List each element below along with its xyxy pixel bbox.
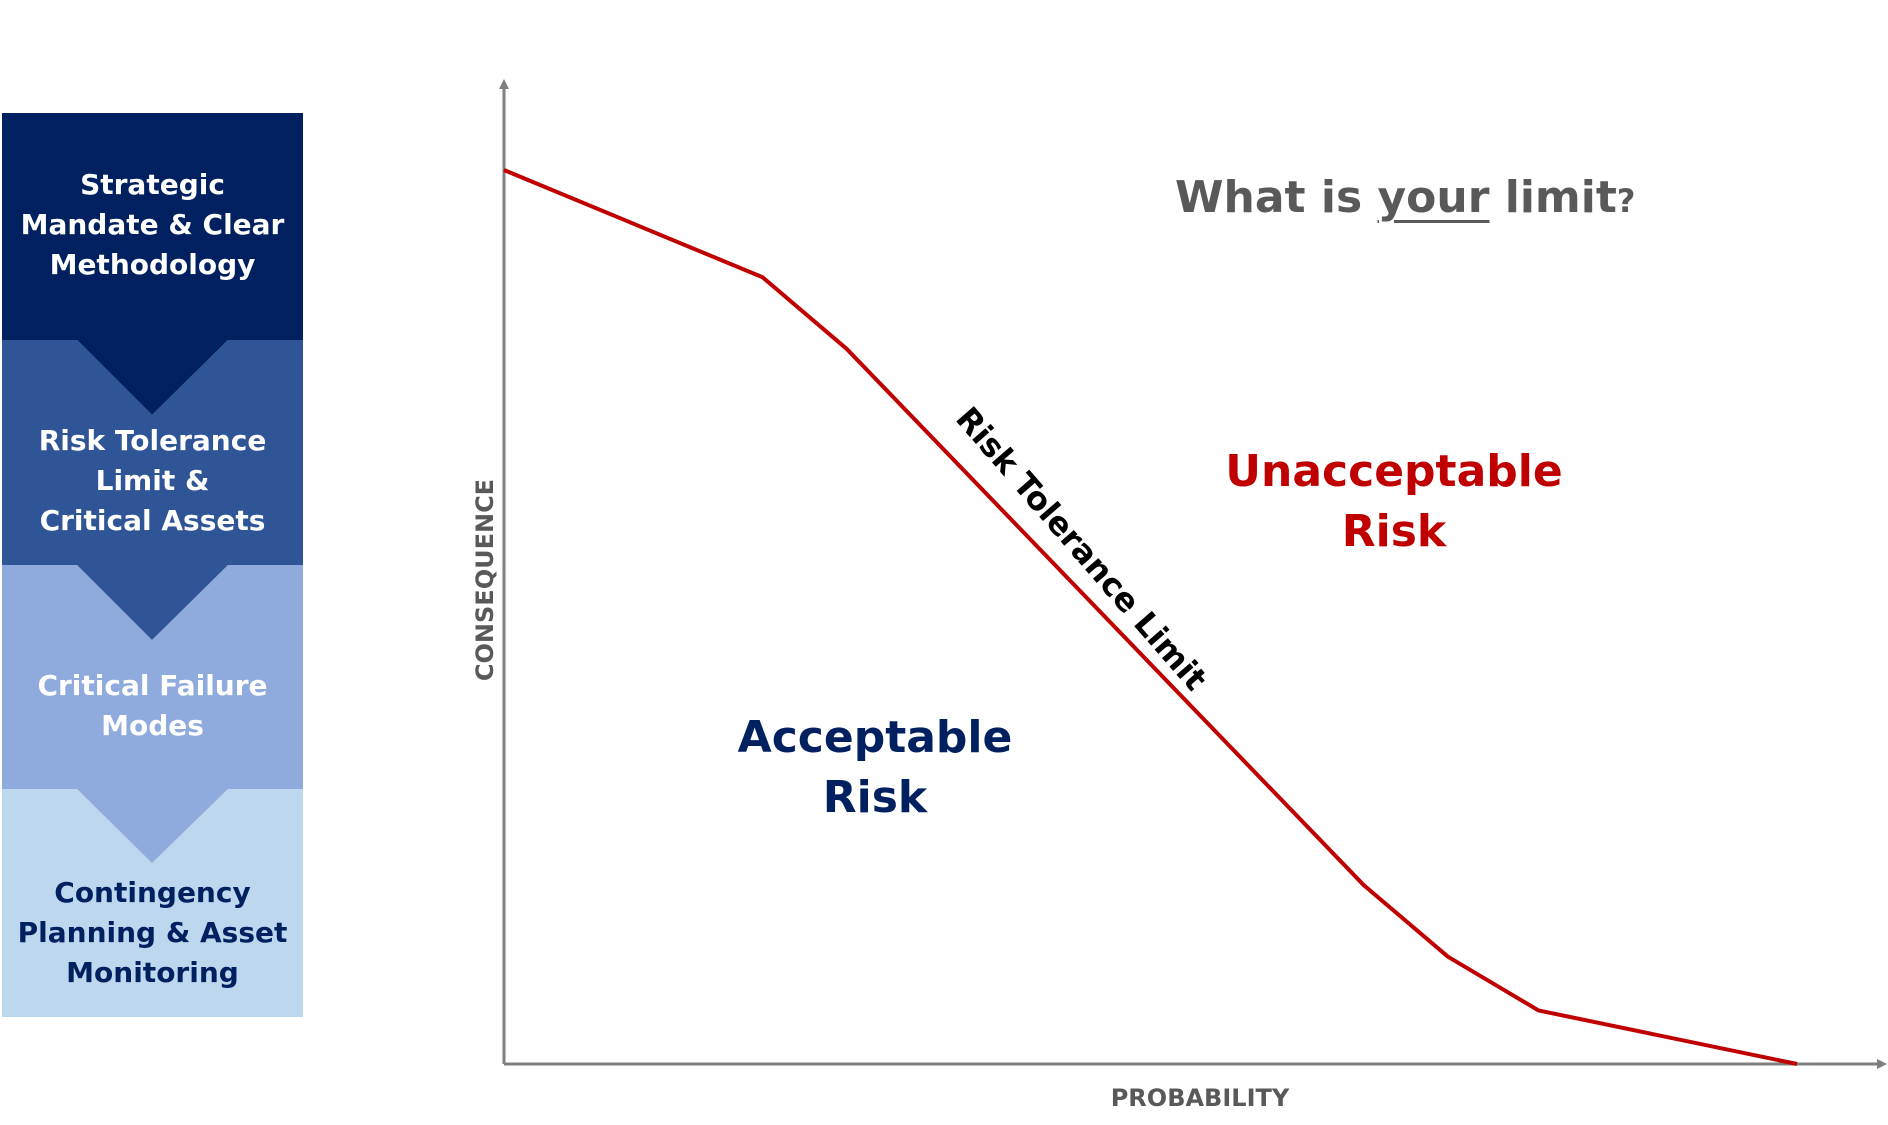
risk-tolerance-curve-label: Risk Tolerance Limit [948, 400, 1214, 698]
unacceptable-risk-label: Unacceptable [1225, 446, 1562, 497]
process-step-label-critical-failure-modes: Critical Failure Modes [37, 669, 268, 742]
question-text-emphasis: your [1377, 172, 1490, 223]
process-step-shape-1 [2, 113, 303, 415]
process-step-shape-2 [2, 340, 303, 640]
process-step-label-strategic-mandate: Strategic Mandate & Clear Methodology [20, 168, 285, 281]
acceptable-risk-label-line2: Risk [823, 772, 929, 823]
process-step-shape-3 [2, 565, 303, 863]
x-axis-label: PROBABILITY [1111, 1084, 1290, 1112]
unacceptable-risk-label-line2: Risk [1342, 506, 1448, 557]
process-step-label-risk-tolerance: Risk Tolerance Limit & Critical Assets [38, 424, 267, 537]
process-stack: Strategic Mandate & Clear Methodology Ri… [2, 113, 303, 1017]
y-axis-label: CONSEQUENCE [471, 479, 499, 681]
question-text-before: What is [1175, 172, 1378, 223]
process-stack-shapes [2, 113, 303, 1017]
process-step-label-contingency-planning: Contingency Planning & Asset Monitoring [17, 876, 288, 989]
risk-tolerance-curve [503, 168, 1798, 1066]
question-text-after: limit [1489, 172, 1617, 223]
process-step-shape-4 [2, 789, 303, 1017]
risk-limit-question: What is your limit? [1175, 172, 1635, 223]
question-mark: ? [1616, 182, 1636, 220]
acceptable-risk-label: Acceptable [738, 712, 1013, 763]
